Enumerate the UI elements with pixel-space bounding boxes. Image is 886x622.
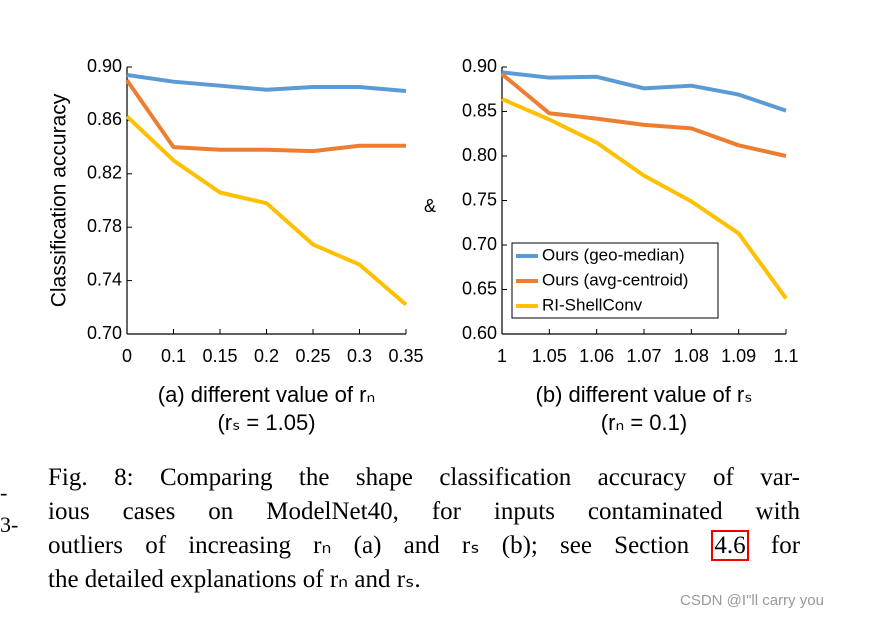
- caption-line: the detailed explanations of rₙ and rₛ.: [48, 566, 421, 593]
- x-tick-label: 0.2: [254, 346, 279, 366]
- caption-line: ious cases on ModelNet40, for inputs con…: [48, 498, 800, 525]
- y-tick-label: 0.70: [462, 234, 497, 254]
- margin-mark: -: [0, 480, 8, 505]
- x-tick-label: 1.08: [674, 346, 709, 366]
- x-axis-title: (b) different value of rₛ: [536, 382, 753, 407]
- caption-line: outliers of increasing rₙ (a) and rₛ (b)…: [48, 529, 800, 563]
- series-line: [501, 70, 787, 113]
- y-tick-label: 0.65: [462, 278, 497, 298]
- y-tick-label: 0.75: [462, 189, 497, 209]
- legend-box: [511, 242, 719, 319]
- caption-text: outliers of increasing rₙ (a) and rₛ (b)…: [48, 532, 690, 559]
- x-tick-label: 0: [122, 346, 132, 366]
- legend-label: RI-ShellConv: [542, 295, 643, 314]
- x-axis-note: (rₙ = 0.1): [601, 410, 687, 435]
- legend-label: Ours (geo-median): [542, 245, 685, 264]
- y-tick-label: 0.80: [462, 145, 497, 165]
- y-tick-label: 0.60: [462, 323, 497, 343]
- series-line: [125, 114, 408, 307]
- x-tick-label: 1.07: [626, 346, 661, 366]
- y-tick-label: 0.82: [87, 163, 122, 183]
- separator: &: [424, 196, 436, 216]
- y-tick-label: 0.90: [462, 56, 497, 76]
- y-tick-label: 0.74: [87, 269, 122, 289]
- x-axis-note: (rₛ = 1.05): [217, 410, 315, 435]
- x-tick-label: 1.09: [721, 346, 756, 366]
- y-tick-label: 0.70: [87, 323, 122, 343]
- x-tick-label: 0.35: [388, 346, 423, 366]
- caption-line: Fig. 8: Comparing the shape classificati…: [48, 464, 800, 491]
- x-tick-label: 0.1: [161, 346, 186, 366]
- series-line: [125, 79, 406, 154]
- y-tick-label: 0.85: [462, 100, 497, 120]
- y-tick-label: 0.90: [87, 56, 122, 76]
- figure: & 0.70 0.74 0.78 0.82 0.86 0.90 0 0.1 0.15 0.2 0.2…: [48, 56, 799, 435]
- margin-mark: 3-: [0, 512, 19, 537]
- watermark: CSDN @I"ll carry you: [680, 592, 824, 609]
- series-line: [501, 97, 788, 300]
- x-tick-label: 1.05: [532, 346, 567, 366]
- x-tick-label: 0.3: [347, 346, 372, 366]
- x-tick-label: 1.06: [579, 346, 614, 366]
- x-tick-label: 0.15: [202, 346, 237, 366]
- x-tick-label: 1: [497, 346, 507, 366]
- caption-text: for: [770, 532, 801, 559]
- x-axis-title: (a) different value of rₙ: [158, 382, 375, 407]
- x-tick-label: 0.25: [295, 346, 330, 366]
- legend-label: Ours (avg-centroid): [542, 270, 688, 289]
- series-line: [126, 73, 407, 94]
- y-tick-label: 0.86: [87, 109, 122, 129]
- y-axis-title: Classification accuracy: [48, 93, 71, 307]
- y-tick-label: 0.78: [87, 216, 122, 236]
- series-line: [500, 72, 787, 158]
- section-link[interactable]: 4.6: [711, 530, 749, 561]
- x-tick-label: 1.1: [773, 346, 798, 366]
